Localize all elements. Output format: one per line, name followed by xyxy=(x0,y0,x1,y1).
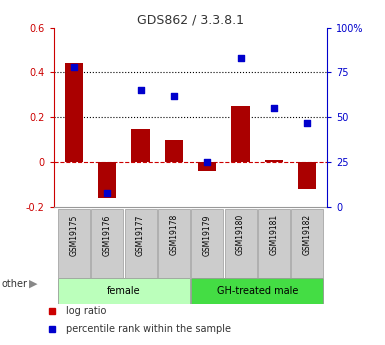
Bar xyxy=(58,278,190,304)
Bar xyxy=(98,162,116,198)
Title: GDS862 / 3.3.8.1: GDS862 / 3.3.8.1 xyxy=(137,13,244,27)
Text: GH-treated male: GH-treated male xyxy=(216,286,298,296)
Point xyxy=(304,120,310,126)
Point xyxy=(137,88,144,93)
Text: GSM19178: GSM19178 xyxy=(169,214,178,256)
Text: GSM19181: GSM19181 xyxy=(270,214,278,255)
Text: GSM19182: GSM19182 xyxy=(303,214,312,255)
Text: GSM19177: GSM19177 xyxy=(136,214,145,256)
Bar xyxy=(58,209,90,278)
Bar xyxy=(165,140,183,162)
Point xyxy=(71,64,77,70)
Bar xyxy=(158,209,190,278)
Text: female: female xyxy=(107,286,141,296)
Bar xyxy=(191,209,223,278)
Bar xyxy=(91,209,123,278)
Point xyxy=(171,93,177,99)
Bar xyxy=(224,209,256,278)
Text: GSM19179: GSM19179 xyxy=(203,214,212,256)
Bar xyxy=(291,209,323,278)
Bar xyxy=(131,128,150,162)
Text: GSM19175: GSM19175 xyxy=(69,214,79,256)
Bar xyxy=(298,162,316,189)
Bar xyxy=(198,162,216,171)
Bar xyxy=(191,278,323,304)
Bar xyxy=(65,63,83,162)
Point xyxy=(204,159,210,165)
Bar xyxy=(265,160,283,162)
Text: ▶: ▶ xyxy=(29,279,37,289)
Point xyxy=(238,55,244,61)
Text: GSM19180: GSM19180 xyxy=(236,214,245,256)
Bar xyxy=(258,209,290,278)
Text: other: other xyxy=(2,279,28,289)
Bar xyxy=(125,209,157,278)
Bar xyxy=(231,106,250,162)
Text: log ratio: log ratio xyxy=(66,306,106,316)
Point xyxy=(104,190,110,195)
Text: GSM19176: GSM19176 xyxy=(103,214,112,256)
Text: percentile rank within the sample: percentile rank within the sample xyxy=(66,324,231,334)
Point xyxy=(271,106,277,111)
